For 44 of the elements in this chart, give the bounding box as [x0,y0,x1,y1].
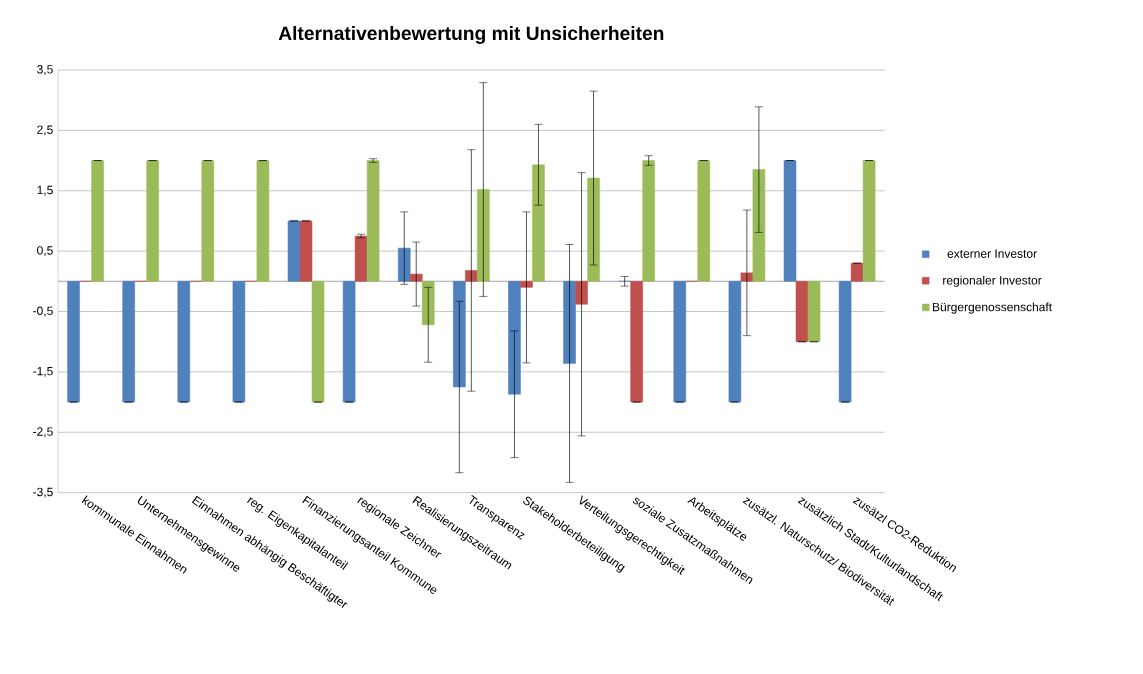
y-tick-label: -0,5 [33,306,53,317]
y-tick-label: 0,5 [37,246,53,257]
bar [532,164,545,282]
bar [354,235,368,282]
bar [807,281,821,342]
bar [838,281,852,403]
bar [465,270,478,282]
legend-label: regionaler Investor [943,275,1042,287]
bar [287,220,301,282]
bar [783,160,797,282]
bar [409,273,423,282]
bar [673,281,687,403]
bar [563,281,576,364]
bar [520,281,533,288]
bar [232,281,246,403]
bar [642,160,655,282]
bar [862,160,876,282]
bar [201,160,215,282]
bar [697,160,711,282]
bar [177,281,191,403]
y-tick-label: 1,5 [37,185,53,196]
y-tick-label: -1,5 [33,366,53,377]
y-tick-label: -2,5 [33,427,53,438]
bar [299,220,313,282]
legend-label: Bürgergenossenschaft [933,302,1052,314]
y-tick-label: -3,5 [33,487,53,498]
chart-title: Alternativenbewertung mit Unsicherheiten [278,25,664,44]
bar [91,160,104,282]
bar [146,160,159,282]
bar [342,281,356,403]
bar [728,281,742,403]
bar [122,281,135,403]
bar [575,281,588,305]
bar [311,281,325,403]
bar [477,189,490,282]
legend-label: externer Investor [947,249,1037,258]
bar [630,281,643,403]
bar [67,281,80,403]
y-tick-label: 2,5 [37,125,53,136]
bar [256,160,270,282]
y-tick-label: 3,5 [37,65,53,75]
bar [795,281,809,342]
bar [366,160,380,282]
bar [850,262,864,282]
